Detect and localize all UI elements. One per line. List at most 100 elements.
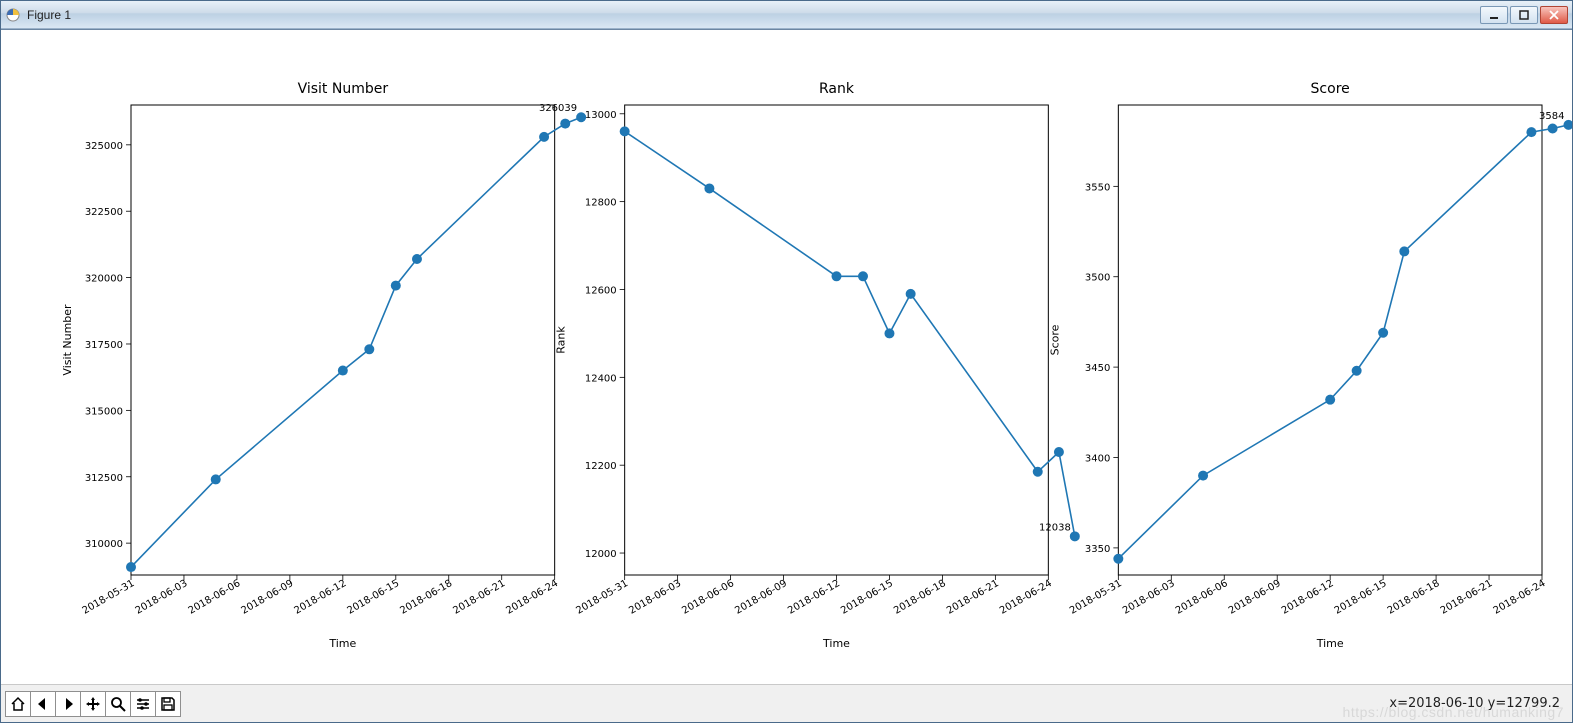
- save-button[interactable]: [155, 691, 181, 717]
- series-marker: [364, 344, 374, 354]
- svg-text:3350: 3350: [1085, 544, 1110, 555]
- series-marker: [884, 328, 894, 338]
- titlebar[interactable]: Figure 1: [1, 1, 1572, 29]
- subplot-title: Rank: [819, 81, 855, 97]
- series-marker: [906, 289, 916, 299]
- status-text: x=2018-06-10 y=12799.2: [1389, 696, 1568, 711]
- figure-svg: Visit Number3100003125003150003175003200…: [1, 30, 1572, 685]
- series-marker: [1198, 471, 1208, 481]
- series-marker: [1325, 395, 1335, 405]
- svg-text:Time: Time: [328, 637, 356, 650]
- series-marker: [1070, 531, 1080, 541]
- figure-content: Visit Number3100003125003150003175003200…: [1, 29, 1572, 722]
- annotation: 326039: [539, 103, 577, 114]
- svg-text:2018-06-21: 2018-06-21: [945, 578, 1001, 617]
- series-marker: [211, 474, 221, 484]
- svg-text:Time: Time: [822, 637, 850, 650]
- svg-text:2018-06-18: 2018-06-18: [398, 578, 454, 617]
- figure-window: Figure 1 Visit Number3100003125003150003…: [0, 0, 1573, 723]
- svg-text:2018-06-03: 2018-06-03: [1121, 578, 1177, 617]
- series-marker: [1399, 246, 1409, 256]
- window-title: Figure 1: [27, 8, 1480, 22]
- series-marker: [832, 271, 842, 281]
- svg-text:3400: 3400: [1085, 454, 1110, 465]
- back-button[interactable]: [30, 691, 56, 717]
- series-marker: [1352, 366, 1362, 376]
- series-marker: [412, 254, 422, 264]
- svg-text:12200: 12200: [585, 461, 617, 472]
- pan-button[interactable]: [80, 691, 106, 717]
- svg-text:2018-05-31: 2018-05-31: [1068, 578, 1124, 617]
- series-marker: [1378, 328, 1388, 338]
- svg-text:2018-06-06: 2018-06-06: [187, 578, 243, 617]
- svg-text:Score: Score: [1048, 324, 1061, 355]
- svg-text:2018-05-31: 2018-05-31: [574, 578, 630, 617]
- series-marker: [560, 119, 570, 129]
- svg-text:12400: 12400: [585, 373, 617, 384]
- svg-text:322500: 322500: [85, 207, 123, 218]
- series-marker: [1563, 120, 1572, 130]
- window-buttons: [1480, 6, 1568, 24]
- series-marker: [1113, 554, 1123, 564]
- minimize-button[interactable]: [1480, 6, 1508, 24]
- svg-text:2018-06-24: 2018-06-24: [504, 578, 560, 617]
- svg-text:2018-06-21: 2018-06-21: [1439, 578, 1495, 617]
- svg-text:3500: 3500: [1085, 273, 1110, 284]
- svg-text:2018-06-18: 2018-06-18: [1386, 578, 1442, 617]
- svg-text:2018-06-09: 2018-06-09: [240, 578, 296, 617]
- svg-text:12800: 12800: [585, 198, 617, 209]
- svg-text:Time: Time: [1316, 637, 1344, 650]
- series-marker: [338, 366, 348, 376]
- svg-text:13000: 13000: [585, 110, 617, 121]
- annotation: 3584: [1539, 111, 1564, 122]
- series-marker: [620, 126, 630, 136]
- svg-text:2018-06-15: 2018-06-15: [839, 578, 895, 617]
- svg-text:320000: 320000: [85, 274, 123, 285]
- home-button[interactable]: [5, 691, 31, 717]
- svg-text:2018-06-12: 2018-06-12: [1280, 578, 1336, 617]
- svg-text:312500: 312500: [85, 473, 123, 484]
- svg-text:2018-05-31: 2018-05-31: [81, 578, 137, 617]
- close-button[interactable]: [1540, 6, 1568, 24]
- svg-text:2018-06-03: 2018-06-03: [627, 578, 683, 617]
- plot-area[interactable]: Visit Number3100003125003150003175003200…: [1, 30, 1572, 684]
- subplot-title: Visit Number: [298, 81, 389, 97]
- svg-text:2018-06-12: 2018-06-12: [786, 578, 842, 617]
- svg-text:317500: 317500: [85, 340, 123, 351]
- series-marker: [1033, 467, 1043, 477]
- svg-text:315000: 315000: [85, 406, 123, 417]
- series-marker: [391, 281, 401, 291]
- configure-button[interactable]: [130, 691, 156, 717]
- svg-text:2018-06-24: 2018-06-24: [1492, 578, 1548, 617]
- series-marker: [858, 271, 868, 281]
- svg-text:12600: 12600: [585, 285, 617, 296]
- svg-text:Rank: Rank: [555, 326, 568, 354]
- forward-button[interactable]: [55, 691, 81, 717]
- nav-toolbar: x=2018-06-10 y=12799.2: [1, 684, 1572, 722]
- svg-text:2018-06-09: 2018-06-09: [1227, 578, 1283, 617]
- series-marker: [126, 562, 136, 572]
- series-line: [1118, 125, 1568, 559]
- svg-text:12000: 12000: [585, 549, 617, 560]
- svg-text:3550: 3550: [1085, 182, 1110, 193]
- svg-text:2018-06-15: 2018-06-15: [345, 578, 401, 617]
- annotation: 12038: [1039, 522, 1071, 533]
- svg-text:2018-06-06: 2018-06-06: [680, 578, 736, 617]
- series-line: [625, 131, 1075, 536]
- svg-text:2018-06-09: 2018-06-09: [733, 578, 789, 617]
- series-marker: [539, 132, 549, 142]
- svg-text:2018-06-24: 2018-06-24: [998, 578, 1054, 617]
- subplot-title: Score: [1311, 81, 1350, 97]
- svg-text:2018-06-15: 2018-06-15: [1333, 578, 1389, 617]
- series-marker: [1526, 127, 1536, 137]
- svg-text:3450: 3450: [1085, 363, 1110, 374]
- maximize-button[interactable]: [1510, 6, 1538, 24]
- app-icon: [5, 7, 21, 23]
- series-marker: [1548, 124, 1558, 134]
- zoom-button[interactable]: [105, 691, 131, 717]
- svg-text:2018-06-21: 2018-06-21: [451, 578, 507, 617]
- series-line: [131, 117, 581, 567]
- svg-text:2018-06-03: 2018-06-03: [134, 578, 190, 617]
- svg-text:2018-06-06: 2018-06-06: [1174, 578, 1230, 617]
- svg-text:325000: 325000: [85, 141, 123, 152]
